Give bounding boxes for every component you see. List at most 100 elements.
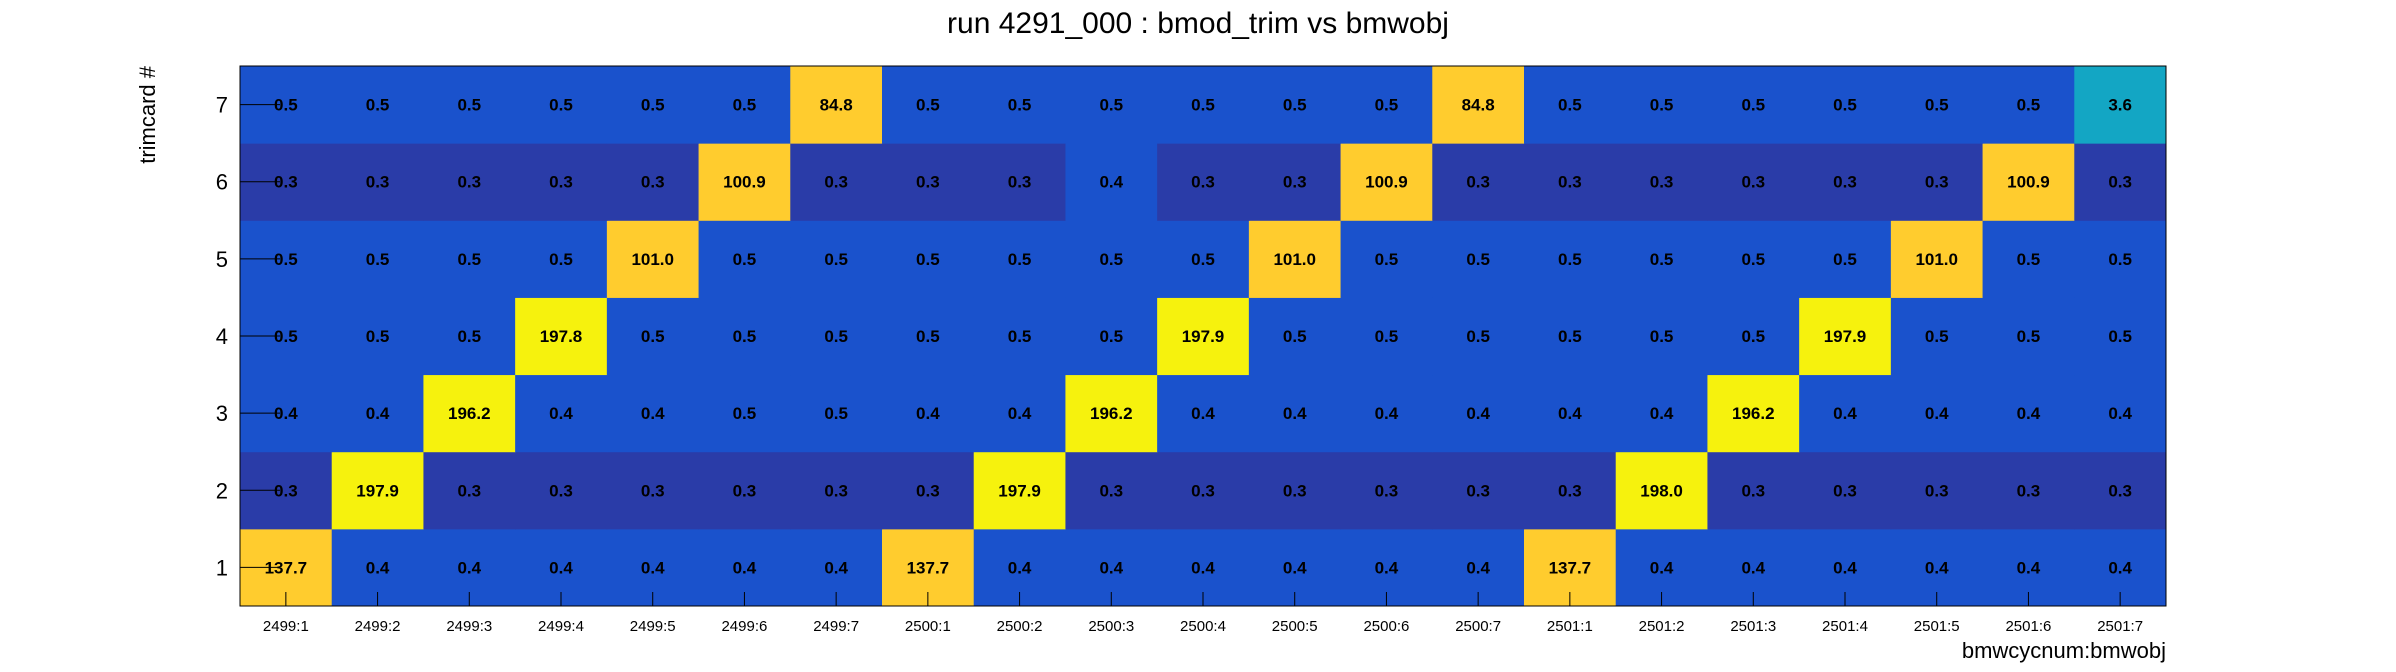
heatmap-cell bbox=[698, 220, 791, 298]
x-tick-label: 2501:3 bbox=[1730, 618, 1776, 635]
cell-value-label: 0.5 bbox=[1375, 327, 1399, 346]
cell-value-label: 197.9 bbox=[1824, 327, 1867, 346]
heatmap-cell bbox=[882, 66, 975, 144]
heatmap-cell bbox=[1982, 143, 2075, 221]
cell-value-label: 0.3 bbox=[1099, 481, 1123, 500]
x-tick-label: 2500:6 bbox=[1363, 618, 1409, 635]
heatmap-cell bbox=[1157, 451, 1250, 530]
x-tick-label: 2499:1 bbox=[263, 618, 309, 635]
heatmap-cell bbox=[1615, 66, 1708, 144]
heatmap-cell bbox=[1890, 143, 1984, 221]
cell-value-label: 0.5 bbox=[274, 327, 298, 346]
heatmap-cell bbox=[1799, 66, 1892, 144]
x-tick-label: 2500:1 bbox=[905, 618, 951, 635]
heatmap-cell bbox=[973, 451, 1066, 530]
heatmap-cell bbox=[1340, 66, 1433, 144]
heatmap-cell bbox=[1707, 374, 1800, 453]
cell-value-label: 0.4 bbox=[1191, 558, 1215, 577]
cell-value-label: 0.5 bbox=[1375, 250, 1399, 269]
cell-value-label: 0.5 bbox=[2108, 250, 2132, 269]
cell-value-label: 0.3 bbox=[824, 481, 848, 500]
cell-value-label: 196.2 bbox=[1732, 404, 1775, 423]
cell-value-label: 0.5 bbox=[733, 404, 757, 423]
cell-value-label: 0.3 bbox=[641, 481, 665, 500]
cell-value-label: 0.5 bbox=[457, 96, 481, 115]
cell-value-label: 0.3 bbox=[1741, 173, 1765, 192]
cell-value-label: 0.4 bbox=[457, 558, 481, 577]
cell-value-label: 0.3 bbox=[1191, 173, 1215, 192]
cell-value-label: 0.5 bbox=[641, 327, 665, 346]
heatmap-cell bbox=[1799, 297, 1892, 376]
heatmap-cell bbox=[331, 66, 424, 144]
cell-value-label: 0.4 bbox=[2017, 404, 2041, 423]
heatmap-cell bbox=[515, 297, 608, 376]
cell-value-label: 0.5 bbox=[1191, 250, 1215, 269]
heatmap-cell bbox=[2074, 451, 2167, 530]
heatmap-cell bbox=[423, 297, 516, 376]
cell-value-label: 0.5 bbox=[1283, 327, 1307, 346]
cell-value-label: 0.4 bbox=[1833, 558, 1857, 577]
cell-value-label: 0.4 bbox=[641, 404, 665, 423]
cell-value-label: 0.4 bbox=[1466, 558, 1490, 577]
cell-value-label: 0.3 bbox=[274, 481, 298, 500]
heatmap-cell bbox=[1982, 66, 2075, 144]
cell-value-label: 0.4 bbox=[1650, 558, 1674, 577]
y-tick-label: 2 bbox=[216, 478, 228, 503]
cell-value-label: 0.5 bbox=[1099, 327, 1123, 346]
cell-value-label: 0.4 bbox=[916, 404, 940, 423]
heatmap-cell bbox=[606, 66, 700, 144]
y-tick-label: 4 bbox=[216, 324, 228, 349]
heatmap-cell bbox=[1248, 66, 1342, 144]
heatmap-cell bbox=[790, 220, 883, 298]
heatmap-cell bbox=[1615, 297, 1708, 376]
cell-value-label: 0.5 bbox=[366, 250, 390, 269]
heatmap-cell bbox=[515, 451, 608, 530]
heatmap-cell bbox=[1707, 66, 1800, 144]
cell-value-label: 0.4 bbox=[2108, 558, 2132, 577]
cell-value-label: 0.3 bbox=[1925, 481, 1949, 500]
cell-value-label: 0.3 bbox=[2108, 173, 2132, 192]
cell-value-label: 137.7 bbox=[907, 558, 950, 577]
y-tick-label: 6 bbox=[216, 170, 228, 195]
heatmap-cell bbox=[1982, 297, 2075, 376]
cell-value-label: 0.4 bbox=[1283, 558, 1307, 577]
cell-value-label: 137.7 bbox=[265, 558, 308, 577]
cell-value-label: 0.5 bbox=[1099, 250, 1123, 269]
axes bbox=[239, 65, 2167, 607]
heatmap-cell bbox=[1157, 66, 1250, 144]
cell-value-label: 0.3 bbox=[1466, 173, 1490, 192]
heatmap-cell bbox=[882, 220, 975, 298]
heatmap-cell bbox=[973, 66, 1066, 144]
cell-value-label: 0.5 bbox=[824, 250, 848, 269]
heatmap-cell bbox=[515, 374, 608, 453]
cell-value-label: 101.0 bbox=[631, 250, 674, 269]
cell-value-label: 0.5 bbox=[1008, 250, 1032, 269]
cell-value-label: 0.4 bbox=[1375, 558, 1399, 577]
heatmap-cell bbox=[515, 220, 608, 298]
cell-value-label: 0.5 bbox=[1741, 250, 1765, 269]
heatmap-cell bbox=[1340, 220, 1433, 298]
x-tick-labels: 2499:1 2499:2 2499:3 2499:4 2499:5 2499:6 2499… bbox=[263, 618, 2143, 635]
cell-value-label: 0.4 bbox=[1191, 404, 1215, 423]
cell-value-label: 0.5 bbox=[457, 327, 481, 346]
cell-value-label: 0.5 bbox=[916, 96, 940, 115]
cell-value-label: 0.4 bbox=[274, 404, 298, 423]
cell-value-label: 137.7 bbox=[1549, 558, 1592, 577]
x-tick-label: 2499:3 bbox=[446, 618, 492, 635]
cell-value-label: 0.4 bbox=[733, 558, 757, 577]
x-tick-label: 2500:7 bbox=[1455, 618, 1501, 635]
heatmap-cell bbox=[698, 66, 791, 144]
heatmap-cell bbox=[973, 220, 1066, 298]
x-tick-label: 2499:6 bbox=[721, 618, 767, 635]
cell-value-label: 0.5 bbox=[1099, 96, 1123, 115]
x-tick-label: 2501:5 bbox=[1914, 618, 1960, 635]
x-tick-label: 2501:6 bbox=[2005, 618, 2051, 635]
cell-value-label: 0.5 bbox=[1375, 96, 1399, 115]
heatmap-cell bbox=[1982, 451, 2075, 530]
heatmap-cell bbox=[973, 297, 1066, 376]
heatmap-cell bbox=[1432, 220, 1525, 298]
cell-value-label: 0.4 bbox=[1008, 558, 1032, 577]
heatmap-cell bbox=[1432, 451, 1525, 530]
heatmap-cell bbox=[1524, 220, 1617, 298]
